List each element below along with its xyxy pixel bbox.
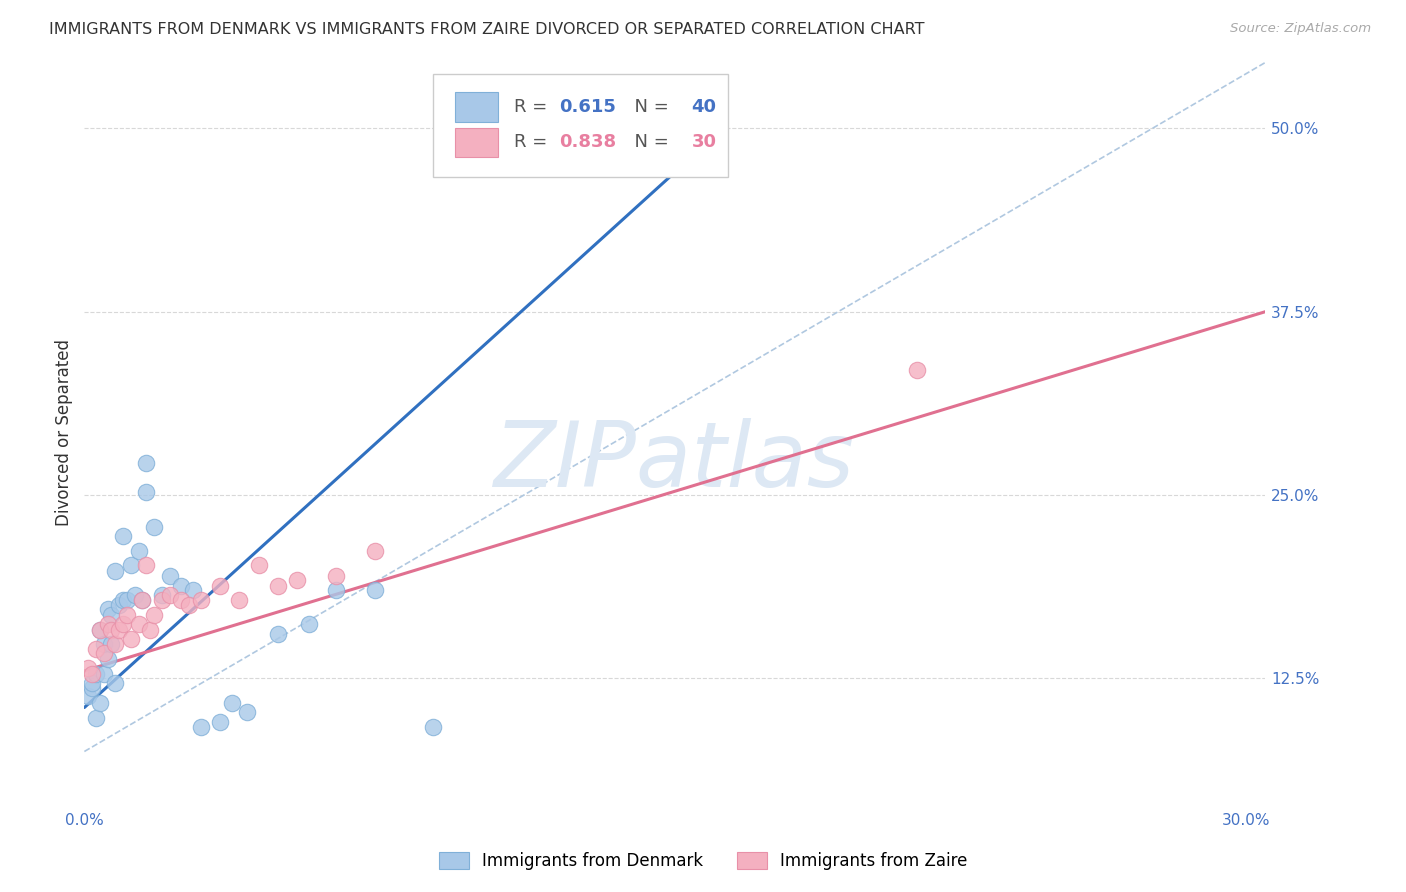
Point	[208, 579, 231, 593]
Point	[190, 593, 212, 607]
Point	[100, 637, 122, 651]
Point	[135, 485, 157, 500]
Point	[104, 564, 127, 578]
Point	[135, 558, 157, 573]
Text: IMMIGRANTS FROM DENMARK VS IMMIGRANTS FROM ZAIRE DIVORCED OR SEPARATED CORRELATI: IMMIGRANTS FROM DENMARK VS IMMIGRANTS FR…	[49, 22, 925, 37]
Point	[143, 608, 166, 623]
Point	[170, 593, 193, 607]
Point	[128, 543, 150, 558]
Point	[177, 598, 200, 612]
Point	[170, 579, 193, 593]
FancyBboxPatch shape	[456, 92, 498, 121]
Point	[97, 616, 120, 631]
Point	[159, 588, 181, 602]
Point	[89, 623, 111, 637]
Point	[112, 616, 135, 631]
Text: 0.615: 0.615	[560, 98, 616, 116]
Point	[325, 583, 347, 598]
Point	[97, 652, 120, 666]
Point	[325, 568, 347, 582]
Point	[77, 661, 100, 675]
Point	[77, 689, 100, 703]
Point	[364, 543, 387, 558]
Text: N =: N =	[623, 134, 675, 152]
Text: 30: 30	[692, 134, 717, 152]
Point	[84, 666, 107, 681]
Point	[84, 641, 107, 656]
Point	[267, 627, 290, 641]
FancyBboxPatch shape	[456, 128, 498, 157]
Point	[208, 715, 231, 730]
Point	[97, 602, 120, 616]
Legend: Immigrants from Denmark, Immigrants from Zaire: Immigrants from Denmark, Immigrants from…	[432, 845, 974, 877]
Point	[100, 608, 122, 623]
Point	[112, 593, 135, 607]
Text: 0.838: 0.838	[560, 134, 616, 152]
Point	[285, 573, 308, 587]
Point	[82, 675, 104, 690]
Point	[267, 579, 290, 593]
Point	[108, 623, 131, 637]
Point	[100, 623, 122, 637]
Point	[93, 646, 115, 660]
Point	[150, 588, 173, 602]
Point	[150, 593, 173, 607]
Point	[422, 720, 444, 734]
Point	[93, 666, 115, 681]
FancyBboxPatch shape	[433, 73, 728, 178]
Point	[124, 588, 146, 602]
Point	[131, 593, 153, 607]
Point	[190, 720, 212, 734]
Text: ZIPatlas: ZIPatlas	[495, 418, 855, 507]
Point	[139, 623, 162, 637]
Point	[128, 616, 150, 631]
Point	[104, 675, 127, 690]
Point	[89, 696, 111, 710]
Point	[131, 593, 153, 607]
Point	[159, 568, 181, 582]
Point	[108, 598, 131, 612]
Point	[247, 558, 270, 573]
Point	[89, 623, 111, 637]
Y-axis label: Divorced or Separated: Divorced or Separated	[55, 339, 73, 526]
Text: Source: ZipAtlas.com: Source: ZipAtlas.com	[1230, 22, 1371, 36]
Point	[298, 616, 321, 631]
Point	[228, 593, 250, 607]
Point	[693, 153, 716, 168]
Point	[143, 520, 166, 534]
Point	[120, 558, 142, 573]
Point	[135, 456, 157, 470]
Point	[364, 583, 387, 598]
Point	[905, 363, 928, 377]
Point	[112, 529, 135, 543]
Text: R =: R =	[515, 134, 553, 152]
Text: R =: R =	[515, 98, 553, 116]
Point	[181, 583, 204, 598]
Text: 40: 40	[692, 98, 717, 116]
Point	[120, 632, 142, 646]
Text: N =: N =	[623, 98, 675, 116]
Point	[115, 593, 138, 607]
Point	[82, 681, 104, 696]
Point	[82, 666, 104, 681]
Point	[221, 696, 243, 710]
Point	[93, 637, 115, 651]
Point	[236, 705, 259, 719]
Point	[84, 711, 107, 725]
Point	[115, 608, 138, 623]
Point	[104, 637, 127, 651]
